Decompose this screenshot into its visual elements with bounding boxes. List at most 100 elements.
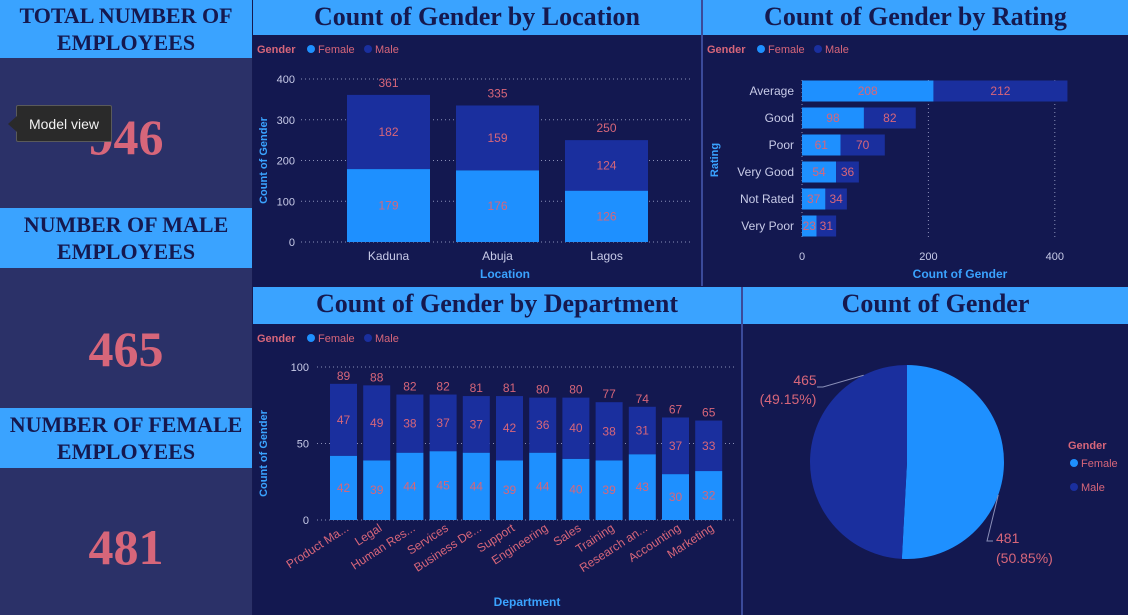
bar-female bbox=[802, 80, 934, 102]
x-axis-label: Location bbox=[480, 267, 530, 281]
data-label-total: 82 bbox=[436, 380, 450, 394]
y-tick-label: 100 bbox=[291, 362, 309, 374]
pie-label-female-percent: (50.85%) bbox=[996, 550, 1053, 566]
data-label-male: 42 bbox=[503, 421, 517, 435]
data-label-total: 81 bbox=[503, 381, 517, 395]
data-label-female: 208 bbox=[858, 84, 878, 98]
bar-female bbox=[363, 460, 391, 520]
data-label-female: 44 bbox=[536, 479, 550, 493]
data-label-female: 40 bbox=[569, 482, 583, 496]
department-chart-title: Count of Gender by Department bbox=[253, 287, 741, 324]
legend-male-label: Male bbox=[375, 333, 399, 345]
bar-male bbox=[662, 417, 689, 475]
bar-male bbox=[396, 394, 424, 453]
bar-female bbox=[695, 471, 723, 520]
x-tick-label: Product Ma... bbox=[284, 521, 351, 572]
bar-female bbox=[456, 170, 539, 242]
location-chart-title: Count of Gender by Location bbox=[253, 0, 701, 35]
data-label-male: 37 bbox=[436, 416, 450, 430]
x-tick-label: 0 bbox=[799, 251, 805, 263]
data-label-male: 36 bbox=[536, 418, 550, 432]
y-tick-label: Average bbox=[750, 84, 795, 98]
legend-female-label: Female bbox=[768, 44, 805, 56]
y-tick-label: 0 bbox=[303, 515, 309, 527]
y-axis-label: Rating bbox=[709, 143, 721, 177]
data-label-male: 31 bbox=[820, 219, 834, 233]
kpi-column: TOTAL NUMBER OF EMPLOYEES 946 NUMBER OF … bbox=[0, 0, 252, 615]
legend-male-marker bbox=[364, 334, 372, 342]
legend-female-label: Female bbox=[1081, 458, 1118, 470]
data-label-total: 82 bbox=[403, 380, 417, 394]
data-label-total: 250 bbox=[596, 121, 616, 135]
total-employees-label: TOTAL NUMBER OF EMPLOYEES bbox=[0, 0, 252, 58]
bar-female bbox=[628, 454, 656, 520]
pie-label-female-value: 481 bbox=[996, 530, 1020, 546]
y-tick-label: 50 bbox=[297, 439, 309, 451]
bar-female bbox=[529, 452, 557, 520]
male-employees-value: 465 bbox=[88, 321, 164, 377]
department-chart-panel: Count of Gender by Department Gender Fema… bbox=[253, 287, 741, 615]
x-tick-label: Abuja bbox=[482, 249, 513, 263]
legend-female-label: Female bbox=[318, 44, 355, 56]
data-label-total: 65 bbox=[702, 406, 716, 420]
bar-female bbox=[662, 474, 689, 520]
legend-title: Gender bbox=[257, 44, 296, 56]
bar-female bbox=[562, 458, 590, 520]
data-label-female: 39 bbox=[370, 483, 384, 497]
y-tick-label: 400 bbox=[277, 74, 295, 86]
data-label-female: 42 bbox=[337, 481, 351, 495]
pie-slice-male bbox=[810, 365, 907, 559]
divider bbox=[701, 0, 703, 286]
legend-title: Gender bbox=[257, 333, 296, 345]
data-label-male: 47 bbox=[337, 413, 351, 427]
data-label-female: 39 bbox=[602, 483, 616, 497]
data-label-male: 37 bbox=[669, 439, 683, 453]
bar-male bbox=[816, 215, 837, 237]
data-label-female: 44 bbox=[470, 479, 484, 493]
data-label-male: 182 bbox=[378, 125, 398, 139]
bar-female bbox=[595, 460, 623, 520]
bar-female bbox=[802, 107, 864, 129]
data-label-male: 49 bbox=[370, 416, 384, 430]
bar-male bbox=[330, 383, 357, 456]
model-view-tooltip[interactable]: Model view bbox=[8, 105, 112, 142]
y-tick-label: Not Rated bbox=[740, 192, 794, 206]
legend-female-marker bbox=[307, 45, 315, 53]
female-employees-label: NUMBER OF FEMALE EMPLOYEES bbox=[0, 408, 252, 468]
data-label-total: 80 bbox=[569, 383, 583, 397]
bar-male bbox=[840, 134, 885, 156]
pie-slice-female bbox=[901, 365, 1005, 559]
x-tick-label: 200 bbox=[919, 251, 937, 263]
bar-female bbox=[802, 134, 841, 156]
bar-male bbox=[496, 396, 523, 461]
y-tick-label: Poor bbox=[769, 138, 794, 152]
data-label-total: 361 bbox=[378, 76, 398, 90]
data-label-female: 39 bbox=[503, 483, 517, 497]
legend-male-label: Male bbox=[1081, 482, 1105, 494]
data-label-female: 45 bbox=[436, 479, 450, 493]
legend-title: Gender bbox=[707, 44, 746, 56]
location-chart-panel: Count of Gender by Location Gender Female… bbox=[253, 0, 701, 286]
data-label-male: 40 bbox=[569, 421, 583, 435]
y-tick-label: Very Poor bbox=[741, 219, 794, 233]
bar-female bbox=[802, 161, 837, 183]
x-tick-label: Kaduna bbox=[368, 249, 410, 263]
data-label-female: 98 bbox=[826, 111, 840, 125]
bar-male bbox=[456, 105, 539, 171]
data-label-male: 70 bbox=[856, 138, 870, 152]
data-label-total: 89 bbox=[337, 369, 351, 383]
data-label-male: 34 bbox=[829, 192, 843, 206]
data-label-male: 38 bbox=[403, 417, 417, 431]
bar-male bbox=[462, 396, 490, 453]
gender-pie-panel: Count of Gender 465 (49.15%) 481 (50.85%) Ge… bbox=[743, 287, 1128, 615]
data-label-total: 335 bbox=[487, 86, 507, 100]
data-label-female: 44 bbox=[403, 479, 417, 493]
legend-male-marker bbox=[814, 45, 822, 53]
data-label-male: 37 bbox=[470, 417, 484, 431]
rating-chart-panel: Count of Gender by Rating Gender Female Ma… bbox=[703, 0, 1128, 286]
x-tick-label: Lagos bbox=[590, 249, 623, 263]
bar-male bbox=[565, 140, 648, 191]
data-label-male: 159 bbox=[487, 131, 507, 145]
bar-female bbox=[802, 188, 826, 210]
x-axis-label: Count of Gender bbox=[913, 267, 1008, 281]
